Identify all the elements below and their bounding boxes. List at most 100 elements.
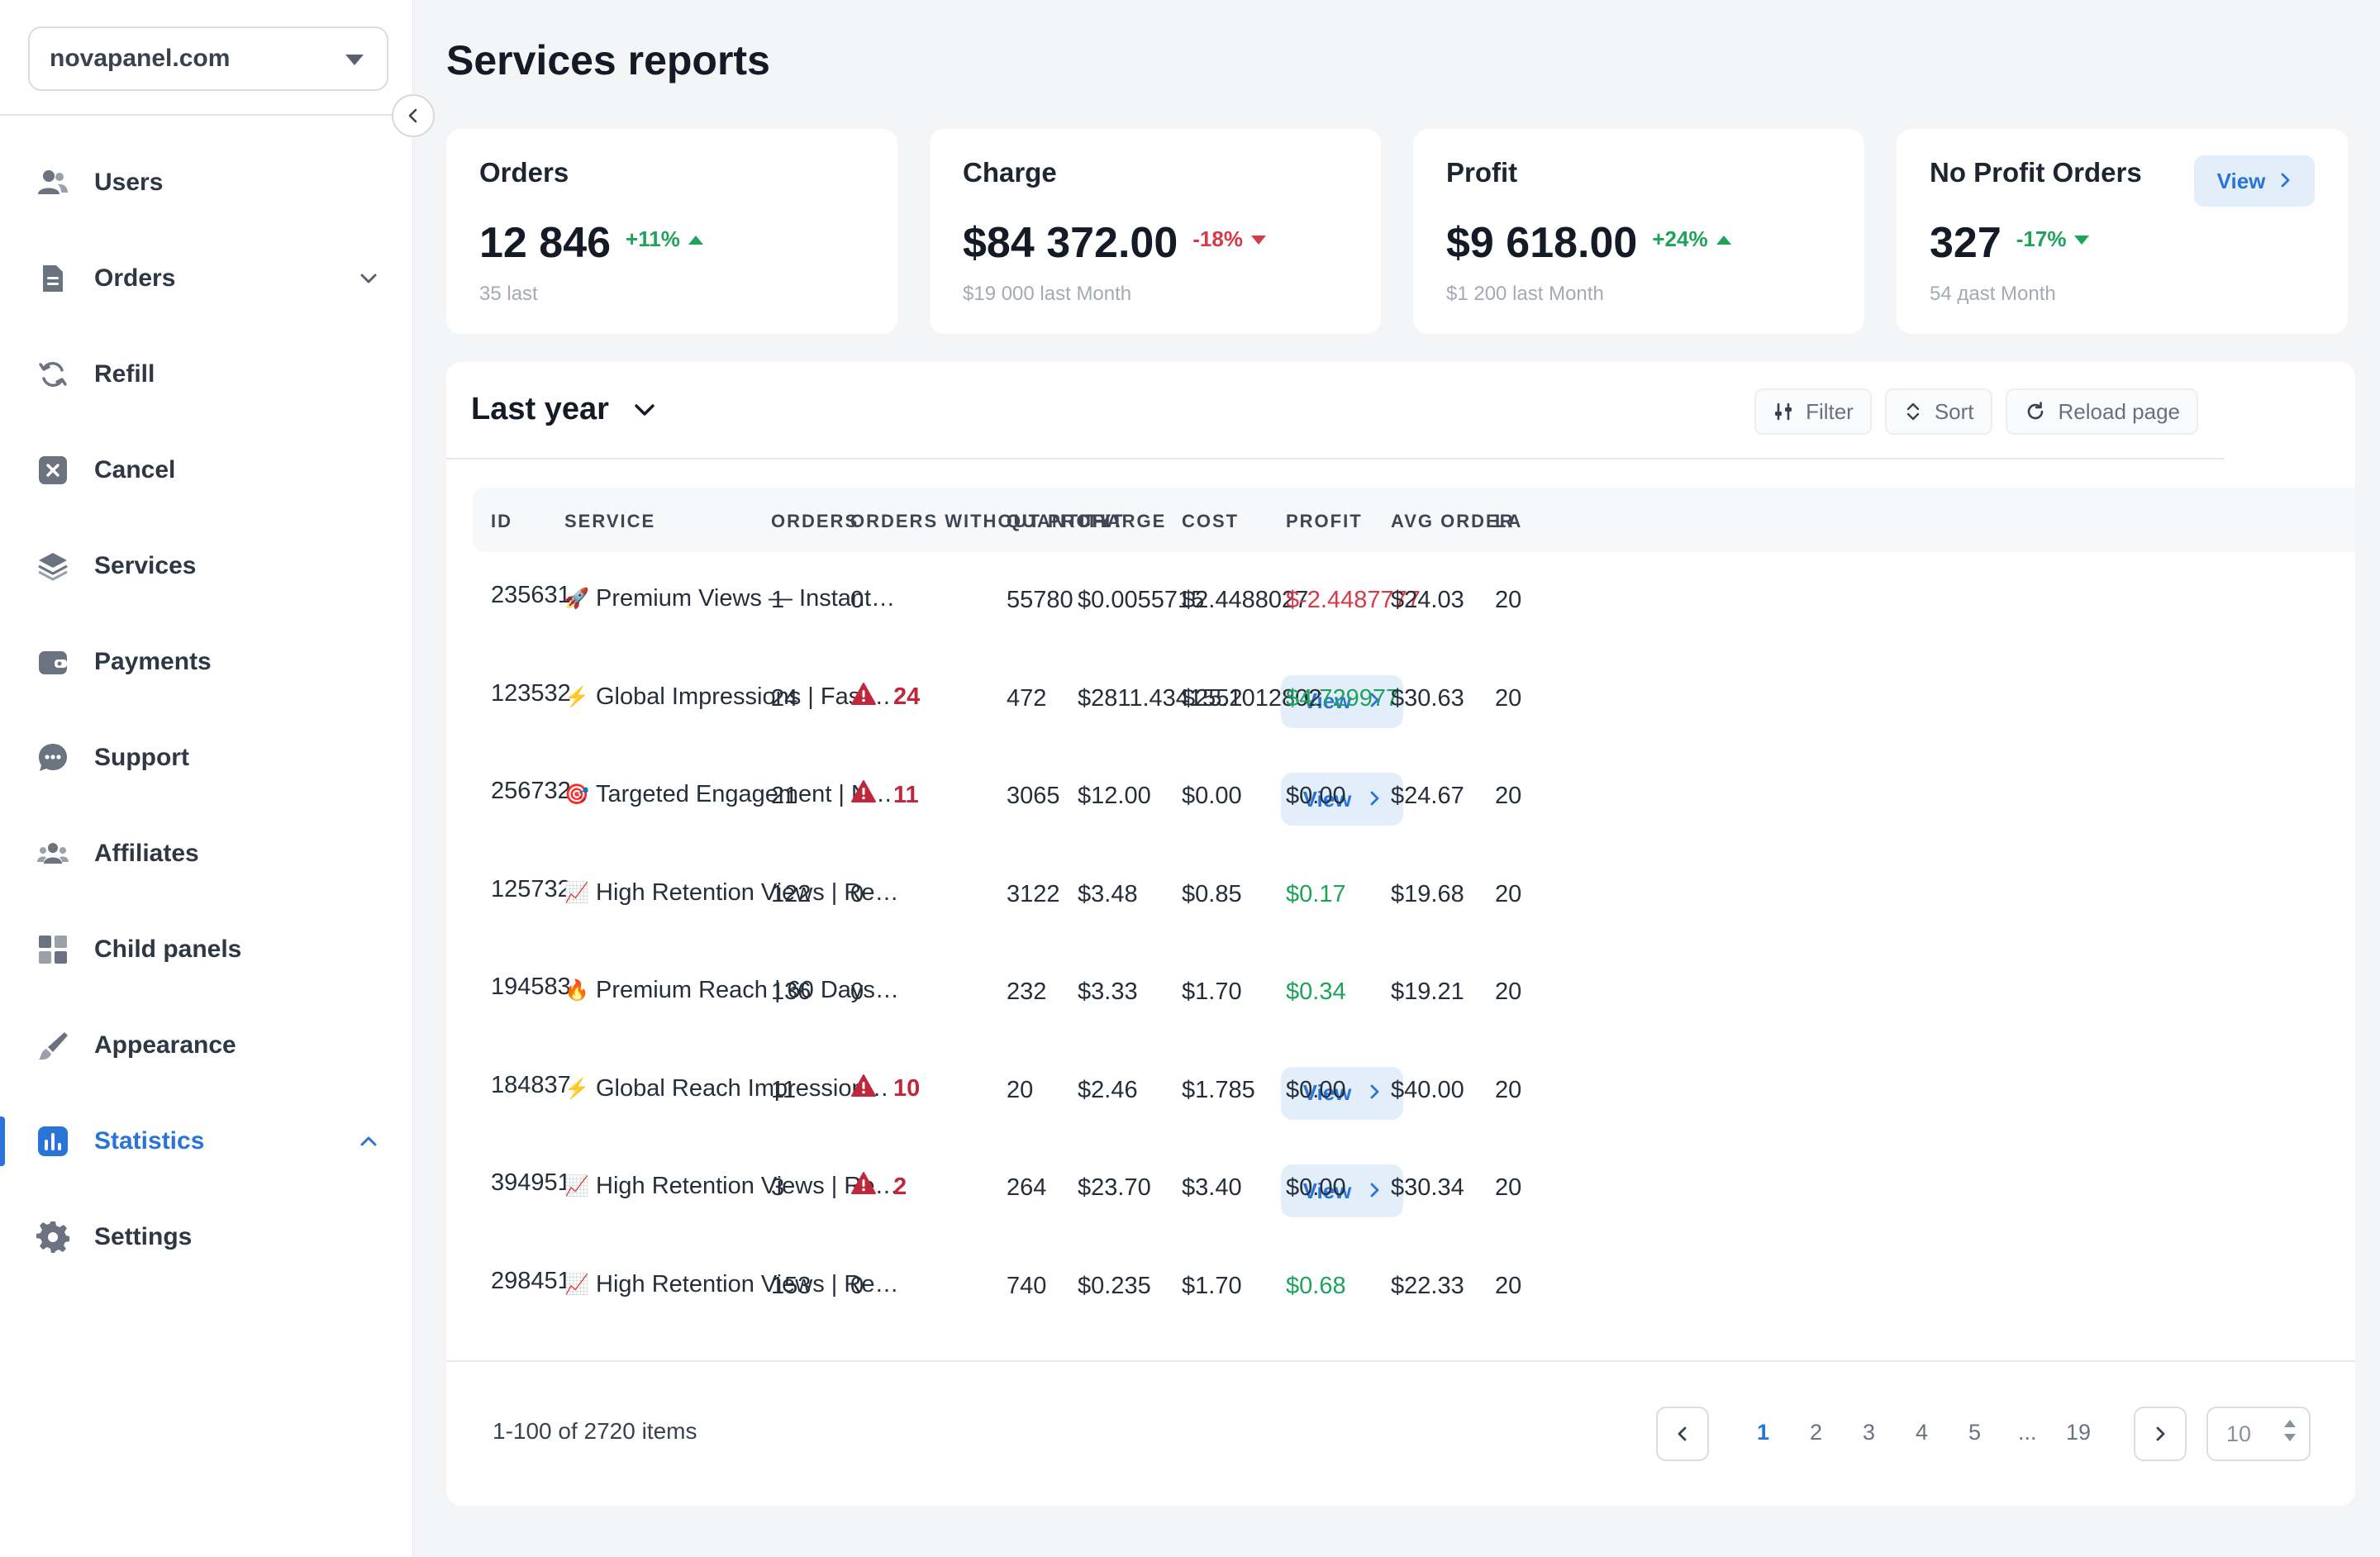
refill-icon [36, 358, 69, 391]
prev-page-button[interactable] [1656, 1407, 1709, 1461]
cell-cost: $1.785 [1182, 1076, 1255, 1103]
row-view-button[interactable]: View [1281, 1066, 1403, 1120]
table-row[interactable]: 194583 🔥 Premium Reach | 60 Days… 136 0 232 $3… [473, 944, 2355, 1042]
table-row[interactable]: 235631 🚀 Premium Views — Instant… 1 0 55780 $0… [473, 552, 2355, 650]
page-link[interactable]: 19 [2066, 1420, 2092, 1445]
stepper-up-icon[interactable] [2282, 1418, 2297, 1428]
service-emoji-icon: ⚡ [564, 685, 589, 708]
filter-button[interactable]: Filter [1754, 388, 1872, 435]
column-header[interactable]: ORDERS [771, 511, 859, 531]
page-link[interactable]: 5 [1968, 1420, 1982, 1445]
column-header[interactable]: QUANTITY [1007, 511, 1113, 531]
card-value: $9 618.00 +24% [1446, 218, 1731, 268]
table-body: 235631 🚀 Premium Views — Instant… 1 0 55780 $0… [473, 552, 2355, 1336]
cell-orders-without-profit: 2 [850, 1171, 907, 1202]
sidebar-item-orders[interactable]: Orders [0, 231, 413, 326]
cell-id: 235631 [491, 582, 571, 608]
reload-button[interactable]: Reload page [2005, 388, 2198, 435]
cell-avg-order: $19.21 [1391, 978, 1464, 1005]
column-header[interactable]: SERVICE [564, 511, 656, 531]
card-subtext: 54 дast Month [1930, 283, 2056, 305]
site-selector-value: novapanel.com [50, 45, 231, 72]
cell-quantity: 232 [1007, 978, 1047, 1005]
page-link[interactable]: 1 [1757, 1420, 1770, 1445]
cell-cost: $25.1012802 [1182, 684, 1322, 712]
per-page-value: 10 [2226, 1421, 2252, 1446]
sidebar-item-label: Settings [94, 1223, 193, 1250]
sidebar-item-refill[interactable]: Refill [0, 326, 413, 422]
chart-icon [36, 1125, 69, 1158]
cell-id: 194583 [491, 974, 571, 1000]
cell-quantity: 20 [1007, 1076, 1034, 1103]
stat-card-charge: Charge $84 372.00 -18% $19 000 last Month [930, 129, 1381, 334]
table-row[interactable]: 298451 📈 High Retention Views | Re… 153 0 740… [473, 1238, 2355, 1336]
chevron-down-icon[interactable] [357, 267, 380, 290]
page-link[interactable]: 4 [1916, 1420, 1929, 1445]
column-header[interactable]: ORDERS WITHOUT PROFIT [850, 511, 1125, 531]
period-dropdown[interactable]: Last year [471, 392, 659, 427]
row-view-button[interactable]: View [1281, 674, 1403, 728]
next-page-button[interactable] [2134, 1407, 2187, 1461]
card-view-button[interactable]: View [2194, 155, 2315, 207]
triangle-up-icon [688, 236, 703, 245]
sidebar-item-support[interactable]: Support [0, 710, 413, 806]
sidebar-item-payments[interactable]: Payments [0, 614, 413, 710]
sort-button[interactable]: Sort [1884, 388, 1992, 435]
stepper-down-icon[interactable] [2282, 1433, 2297, 1443]
site-selector[interactable]: novapanel.com [28, 26, 388, 91]
sidebar-item-label: Payments [94, 648, 212, 675]
cell-service: 📈 High Retention Views | Re… [564, 1173, 899, 1199]
cell-last: 20 [1495, 684, 1522, 712]
filter-icon [1775, 402, 1792, 421]
sidebar-item-statistics[interactable]: Statistics [0, 1093, 413, 1189]
sidebar-item-affiliates[interactable]: Affiliates [0, 806, 413, 902]
sidebar-item-settings[interactable]: Settings [0, 1189, 413, 1285]
cell-last: 20 [1495, 587, 1522, 613]
sidebar-item-label: Orders [94, 264, 176, 292]
sidebar-item-label: Services [94, 552, 197, 579]
sidebar-item-appearance[interactable]: Appearance [0, 998, 413, 1093]
card-title: Profit [1446, 157, 1518, 188]
stepper-arrows[interactable] [2282, 1418, 2297, 1443]
row-view-button[interactable]: View [1281, 773, 1403, 826]
cell-cost: $1.70 [1182, 978, 1242, 1005]
page-link[interactable]: 3 [1863, 1420, 1876, 1445]
card-subtext: $19 000 last Month [963, 283, 1132, 305]
column-header[interactable]: PROFIT [1286, 511, 1363, 531]
collapse-sidebar-button[interactable] [392, 94, 435, 137]
row-view-button[interactable]: View [1281, 1164, 1403, 1217]
table-row[interactable]: 256732 🎯 Targeted Engagement | N… 21 11 View 3… [473, 748, 2355, 846]
service-emoji-icon: 🚀 [564, 588, 589, 610]
page-link[interactable]: 2 [1810, 1420, 1823, 1445]
cell-profit: $0.00 [1286, 783, 1346, 809]
table-row[interactable]: 123532 ⚡ Global Impressions | Fast… 24 24 Vie… [473, 650, 2355, 749]
pagination: 1 2 3 4 5... 19 [1656, 1407, 2187, 1461]
sidebar-item-child-panels[interactable]: Child panels [0, 902, 413, 998]
column-header[interactable]: ID [491, 511, 512, 531]
table-header: ID SERVICE ORDERS ORDERS WITHOUT PROFIT QUAN… [473, 488, 2355, 552]
cell-charge: $3.33 [1078, 978, 1138, 1005]
sidebar-item-cancel[interactable]: Cancel [0, 422, 413, 518]
column-header[interactable]: CHARGE [1078, 511, 1167, 531]
column-header[interactable]: AVG ORDER [1391, 511, 1515, 531]
column-header[interactable]: LA [1495, 511, 1523, 531]
per-page-stepper[interactable]: 10 [2206, 1407, 2311, 1461]
cell-id: 125732 [491, 875, 571, 902]
chevron-up-icon[interactable] [357, 1130, 380, 1153]
cell-charge: $3.48 [1078, 880, 1138, 907]
sort-label: Sort [1934, 398, 1974, 424]
table-row[interactable]: 394951 📈 High Retention Views | Re… 3 2 View 2… [473, 1140, 2355, 1238]
sidebar-item-users[interactable]: Users [0, 135, 413, 231]
cell-charge: $2811.4341552 [1078, 684, 1243, 712]
service-emoji-icon: ⚡ [564, 1077, 589, 1100]
users-icon [36, 166, 69, 199]
cell-orders: 11 [771, 1076, 797, 1103]
card-delta: -18% [1192, 226, 1266, 252]
cell-avg-order: $24.03 [1391, 587, 1464, 613]
table-row[interactable]: 184837 ⚡ Global Reach Impression… 11 10 View 2… [473, 1042, 2355, 1140]
column-header[interactable]: COST [1182, 511, 1240, 531]
footer-divider [446, 1360, 2355, 1362]
cell-orders: 24 [771, 684, 798, 712]
sidebar-item-services[interactable]: Services [0, 518, 413, 614]
table-row[interactable]: 125732 📈 High Retention Views | Re… 122 0 312… [473, 846, 2355, 945]
